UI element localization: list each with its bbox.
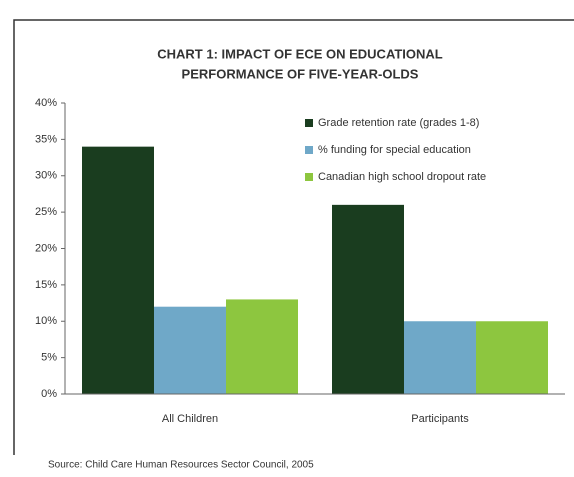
bar xyxy=(82,146,154,394)
bar xyxy=(332,204,404,394)
y-tick-label: 5% xyxy=(41,352,57,364)
bar xyxy=(476,321,548,394)
x-tick-label: All Children xyxy=(162,413,218,425)
legend-swatch xyxy=(305,119,313,127)
legend-label: Grade retention rate (grades 1-8) xyxy=(318,117,479,129)
frame xyxy=(13,19,574,455)
x-tick-label: Participants xyxy=(411,413,469,425)
legend-swatch xyxy=(305,146,313,154)
y-tick-label: 10% xyxy=(35,315,57,327)
y-tick-label: 20% xyxy=(35,242,57,254)
y-tick-label: 30% xyxy=(35,170,57,182)
bar xyxy=(404,321,476,394)
chart-title: CHART 1: IMPACT OF ECE ON EDUCATIONAL xyxy=(157,46,443,61)
chart-subtitle: PERFORMANCE OF FIVE-YEAR-OLDS xyxy=(182,66,419,81)
y-tick-label: 35% xyxy=(35,133,57,145)
y-tick-label: 25% xyxy=(35,206,57,218)
y-tick-label: 15% xyxy=(35,279,57,291)
bar xyxy=(154,306,226,394)
legend-label: Canadian high school dropout rate xyxy=(318,171,486,183)
y-tick-label: 0% xyxy=(41,388,57,400)
legend-swatch xyxy=(305,173,313,181)
source: Source: Child Care Human Resources Secto… xyxy=(48,460,314,471)
bar xyxy=(226,299,298,394)
y-tick-label: 40% xyxy=(35,97,57,109)
legend-label: % funding for special education xyxy=(318,144,471,156)
